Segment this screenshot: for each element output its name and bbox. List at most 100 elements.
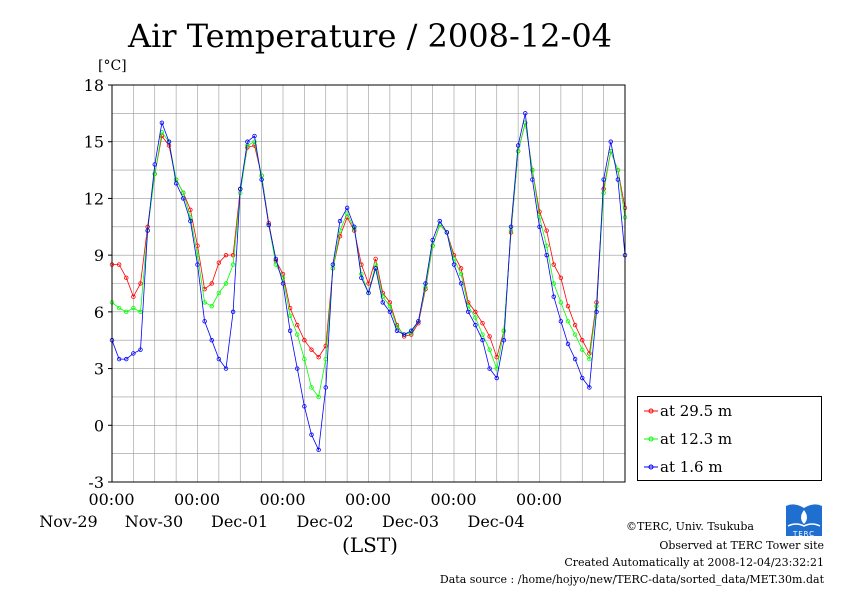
data-point (608, 139, 613, 144)
data-point (587, 356, 592, 362)
terc-logo-icon (786, 504, 822, 536)
terc-logo: TERC (784, 502, 824, 538)
data-point (487, 334, 492, 339)
data-point (572, 356, 578, 362)
chart-title: Air Temperature / 2008-12-04 (127, 17, 612, 55)
data-point (451, 262, 457, 267)
y-tick-label: 15 (84, 133, 104, 152)
data-point (316, 355, 321, 360)
data-point (565, 319, 571, 324)
data-point (373, 256, 378, 262)
data-point (401, 332, 407, 337)
x-tick-date: Dec-01 (211, 512, 268, 531)
data-point (316, 394, 321, 400)
y-tick-label: 0 (94, 416, 104, 435)
data-point (152, 162, 157, 167)
x-tick-time: 00:00 (516, 490, 562, 509)
data-point (594, 309, 599, 315)
data-point (615, 177, 621, 182)
data-point (309, 432, 314, 437)
data-point (508, 224, 514, 229)
data-point (487, 366, 492, 371)
data-point (480, 338, 485, 343)
data-point (437, 218, 442, 224)
data-point (245, 139, 250, 144)
data-point (230, 309, 236, 315)
data-point (544, 228, 549, 233)
y-tick-label: -3 (88, 473, 104, 492)
data-point (409, 328, 414, 333)
data-point (458, 266, 464, 271)
data-point (444, 230, 450, 235)
data-point (359, 275, 364, 281)
legend-item-1-6m: at 1.6 m (638, 457, 821, 477)
data-point (195, 262, 200, 267)
y-tick-label: 6 (94, 303, 104, 322)
data-point (181, 190, 186, 195)
credit-created: Created Automatically at 2008-12-04/23:3… (564, 556, 824, 569)
data-point (181, 196, 186, 201)
data-point (209, 338, 214, 343)
x-tick-time: 00:00 (259, 490, 305, 509)
data-point (223, 252, 229, 258)
legend-label: at 29.5 m (660, 402, 733, 420)
data-point (209, 281, 214, 286)
data-point (551, 294, 556, 299)
legend-item-12-3m: at 12.3 m (638, 429, 821, 449)
data-point (487, 347, 492, 352)
series-2 (109, 111, 628, 453)
x-tick-date: Dec-03 (382, 512, 439, 531)
data-point (337, 218, 343, 224)
data-point (523, 111, 528, 116)
data-point (145, 228, 150, 233)
legend-marker-red (644, 408, 658, 414)
x-tick-date: Dec-02 (296, 512, 353, 531)
data-point (344, 205, 350, 211)
data-point (238, 186, 243, 192)
data-point (366, 281, 371, 286)
data-point (209, 303, 214, 309)
data-point (380, 300, 385, 305)
data-point (480, 321, 485, 326)
data-point (416, 319, 421, 324)
data-point (373, 266, 378, 271)
x-tick-time: 00:00 (88, 490, 134, 509)
data-point (252, 133, 257, 139)
data-point (430, 243, 435, 248)
data-point (544, 243, 549, 248)
data-point (259, 177, 264, 182)
data-point (216, 290, 222, 296)
data-point (116, 356, 122, 362)
y-tick-label: 18 (84, 76, 104, 95)
data-point (188, 218, 193, 224)
data-point (138, 309, 143, 315)
plot-frame (111, 84, 626, 483)
data-point (124, 309, 129, 315)
data-point (387, 309, 393, 315)
data-point (423, 281, 428, 286)
data-point (173, 181, 179, 186)
data-point (366, 290, 371, 296)
chart-grid (112, 84, 625, 483)
data-point (287, 328, 293, 333)
data-point (273, 256, 279, 262)
data-point (494, 375, 499, 381)
y-tick-label: 3 (94, 360, 104, 379)
series-line (112, 122, 626, 359)
data-point (323, 385, 328, 390)
data-point (572, 332, 578, 337)
data-point (131, 305, 136, 311)
data-point (116, 305, 122, 311)
data-point (380, 294, 385, 299)
data-point (138, 347, 143, 352)
y-tick-label: 9 (94, 246, 104, 265)
data-point (337, 234, 343, 239)
legend-marker-green (644, 436, 658, 442)
data-point (551, 281, 556, 286)
data-point (430, 237, 435, 243)
data-point (223, 366, 229, 371)
data-point (544, 252, 549, 258)
data-point (280, 281, 286, 286)
data-point (287, 313, 293, 318)
data-point (302, 404, 307, 409)
